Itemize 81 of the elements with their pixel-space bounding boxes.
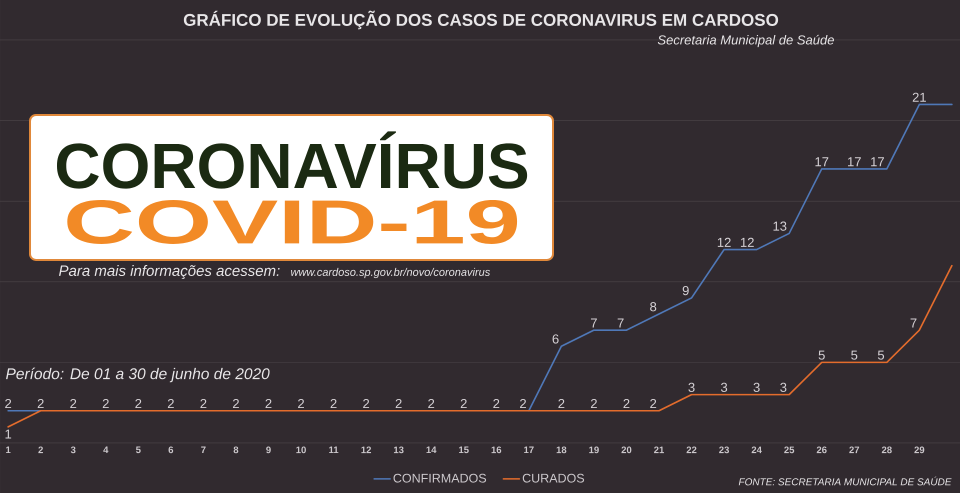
data-label: 2 [266,398,272,408]
data-label: 2 [558,398,564,408]
x-tick-label: 16 [492,446,502,454]
x-tick-label: 9 [266,446,271,454]
chart-subtitle: Secretaria Municipal de Saúde [658,34,834,48]
annotation: CORONAVÍRUS [56,131,528,189]
data-label: 2 [428,398,434,408]
data-label: 7 [910,318,916,328]
data-label: 5 [818,350,825,360]
x-tick-label: 11 [329,446,338,454]
data-label: 17 [871,157,884,166]
data-label: 3 [754,382,760,392]
data-label: 17 [848,157,861,166]
x-tick-label: 13 [394,446,404,454]
data-label: 5 [851,350,858,360]
data-label: 2 [623,398,630,408]
data-label: 2 [200,398,206,408]
x-tick-label: 2 [38,446,43,454]
x-tick-label: 21 [654,446,664,454]
x-tick-label: 4 [103,446,108,454]
x-tick-label: 6 [168,446,174,454]
data-label: 2 [135,398,142,408]
data-label: 2 [330,398,337,408]
x-tick-label: 5 [136,446,141,454]
x-tick-label: 22 [686,446,696,454]
x-tick-label: 29 [914,446,924,454]
data-label: 6 [552,334,559,344]
x-tick-label: 19 [589,446,599,454]
x-tick-label: 26 [816,446,827,454]
x-tick-label: 17 [524,446,534,454]
data-label: 17 [815,157,828,166]
x-tick-label: 12 [361,446,372,454]
x-tick-label: 3 [70,446,76,454]
data-label: 2 [590,398,597,408]
annotation: COVID-19 [67,200,518,244]
x-tick-label: 23 [719,446,730,454]
data-label: 7 [590,318,597,328]
data-label: 21 [912,92,926,102]
data-label: 3 [780,382,786,392]
data-label: 2 [38,398,44,408]
annotation: Período: De 01 a 30 de junho de 2020 [6,368,270,382]
data-label: 13 [773,222,786,231]
data-label: 7 [618,318,624,328]
x-tick-label: 10 [296,446,306,454]
annotation: www.cardoso.sp.gov.br/novo/coronavirus [291,268,490,278]
data-label: 3 [688,382,695,392]
x-tick-label: 15 [459,446,469,454]
data-label: 2 [5,398,12,408]
data-label: 2 [363,398,370,408]
data-label: 3 [720,382,728,392]
x-tick-label: 28 [882,446,892,454]
data-label: 2 [396,398,402,408]
chart-title: GRÁFICO DE EVOLUÇÃO DOS CASOS DE CORONAVIRUS EM CARDOSO [184,10,778,30]
data-label: 5 [878,350,884,360]
x-tick-label: 14 [426,446,436,454]
data-label: 12 [718,238,731,247]
x-tick-label: 8 [234,446,238,454]
x-tick-label: 18 [556,446,566,454]
legend-label: CONFIRMADOS [394,474,486,483]
data-label: 2 [102,398,109,408]
data-label: 1 [6,430,12,439]
data-label: 2 [520,398,526,408]
x-tick-label: 25 [784,446,794,454]
x-tick-label: 27 [849,446,860,454]
data-label: 2 [298,398,304,408]
data-label: 2 [650,398,656,408]
annotation: Para mais informações acessem: [59,264,280,279]
data-label: 9 [682,286,689,296]
x-tick-label: 7 [201,446,206,454]
data-label: 2 [168,398,174,408]
x-tick-label: 24 [752,446,762,454]
data-label: 2 [460,398,467,408]
data-label: 2 [232,398,239,408]
source-note: FONTE: SECRETARIA MUNICIPAL DE SAÚDE [738,476,952,486]
data-label: 2 [70,398,76,408]
data-label: 2 [493,398,500,408]
data-label: 12 [740,238,754,247]
x-tick-label: 1 [6,446,11,454]
data-label: 8 [650,302,656,312]
legend-label: CURADOS [522,474,584,483]
x-tick-label: 20 [622,446,632,454]
